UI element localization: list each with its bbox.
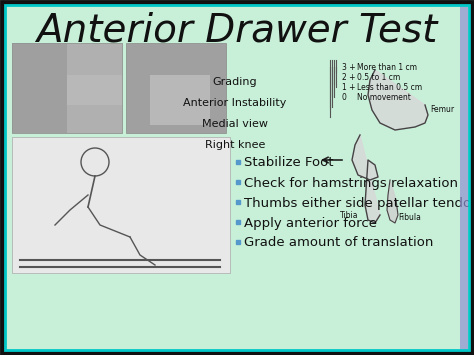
Bar <box>126 43 226 133</box>
Text: More than 1 cm: More than 1 cm <box>357 62 417 71</box>
Text: 2 +: 2 + <box>342 72 356 82</box>
Text: Thumbs either side patellar tendon: Thumbs either side patellar tendon <box>244 197 474 209</box>
Text: Fibula: Fibula <box>398 213 421 222</box>
Bar <box>310 70 458 245</box>
Text: 3 +: 3 + <box>342 62 356 71</box>
Bar <box>460 5 468 350</box>
Text: 0: 0 <box>342 93 347 102</box>
Text: 0.5 to 1 cm: 0.5 to 1 cm <box>357 72 400 82</box>
Text: Check for hamstrings relaxation: Check for hamstrings relaxation <box>244 176 458 190</box>
Polygon shape <box>387 180 398 223</box>
Text: Femur: Femur <box>430 105 454 115</box>
Text: Apply anterior force: Apply anterior force <box>244 217 377 229</box>
Polygon shape <box>368 70 428 130</box>
Polygon shape <box>352 135 380 223</box>
Text: Grading: Grading <box>213 77 257 87</box>
Text: No movement: No movement <box>357 93 411 102</box>
Text: Medial view: Medial view <box>202 119 268 129</box>
Bar <box>12 137 230 273</box>
Text: 1 +: 1 + <box>342 82 356 92</box>
Text: Less than 0.5 cm: Less than 0.5 cm <box>357 82 422 92</box>
Bar <box>150 75 210 125</box>
Text: Anterior Drawer Test: Anterior Drawer Test <box>36 11 438 49</box>
Bar <box>12 43 122 133</box>
Text: Grade amount of translation: Grade amount of translation <box>244 236 433 250</box>
Text: Stabilize Foot: Stabilize Foot <box>244 157 334 169</box>
Text: Anterior Instability: Anterior Instability <box>183 98 287 108</box>
Bar <box>67 75 122 105</box>
Text: Right knee: Right knee <box>205 140 265 150</box>
Bar <box>12 43 67 133</box>
Text: Tibia: Tibia <box>340 211 358 219</box>
